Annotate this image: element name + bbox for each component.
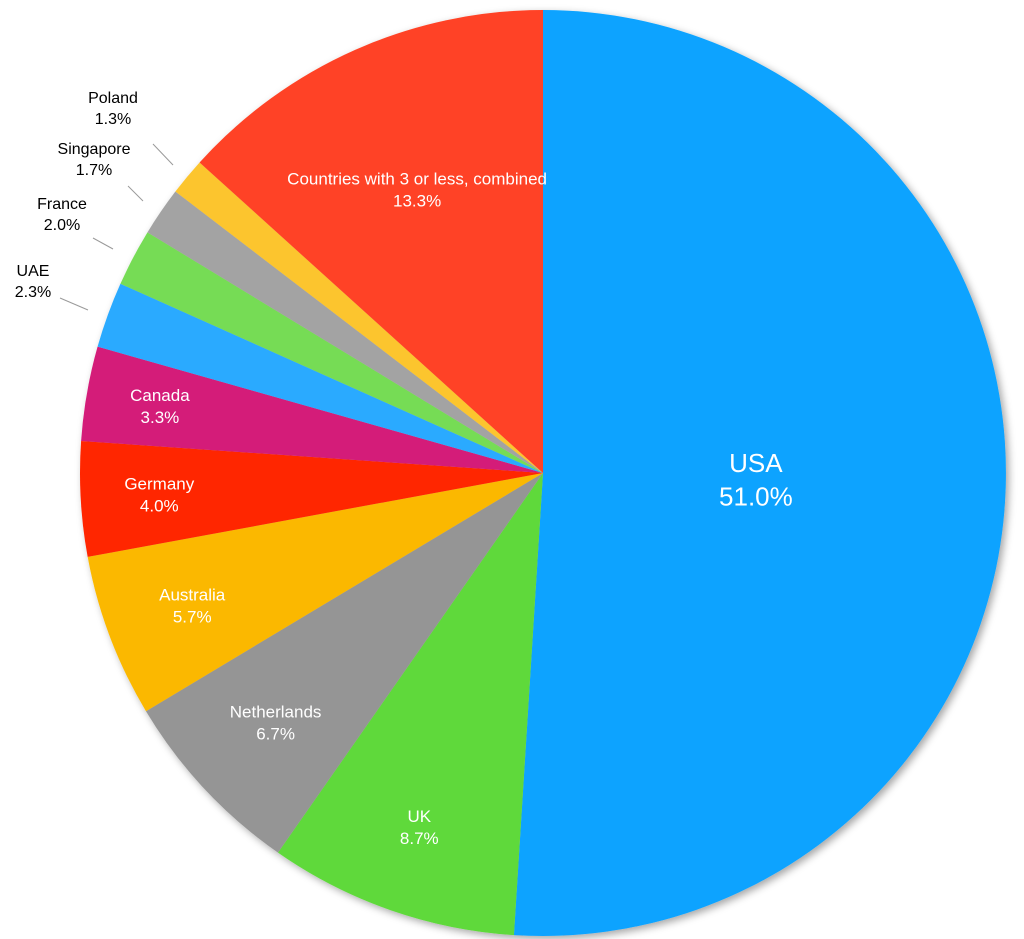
pie-slice-usa: [513, 10, 1006, 937]
pie-slice-uae: [97, 283, 543, 473]
pie-slice-uk: [277, 473, 543, 936]
pie-slice-germany: [80, 441, 544, 557]
slice-name-germany: Germany: [124, 475, 194, 494]
leader-line-singapore: [127, 185, 144, 202]
pie-slice-canada: [81, 346, 544, 473]
slice-value-germany: 4.0%: [140, 497, 179, 516]
slice-name-canada: Canada: [130, 386, 190, 405]
leader-line-poland: [152, 143, 174, 166]
pie-slice-australia: [87, 473, 543, 712]
pie-slice-poland: [175, 162, 543, 473]
slice-value-uae: 2.3%: [15, 284, 51, 301]
slice-name-france: France: [37, 196, 87, 213]
pie-slices: [80, 10, 1006, 937]
slice-value-canada: 3.3%: [141, 408, 180, 427]
slice-name-uk: UK: [407, 807, 431, 826]
pie-slice-france: [120, 232, 544, 473]
pie-slice-countries-with-3-or-less-combined: [199, 10, 543, 473]
leader-line-france: [92, 237, 114, 250]
slice-value-countries-with-3-or-less-combined: 13.3%: [393, 192, 441, 211]
slice-value-usa: 51.0%: [719, 482, 793, 512]
slice-value-singapore: 1.7%: [76, 162, 112, 179]
slice-name-countries-with-3-or-less-combined: Countries with 3 or less, combined: [287, 169, 547, 188]
slice-name-singapore: Singapore: [58, 141, 131, 158]
slice-value-australia: 5.7%: [173, 608, 212, 627]
pie-slice-singapore: [147, 191, 543, 473]
slice-value-netherlands: 6.7%: [256, 725, 295, 744]
slice-name-australia: Australia: [159, 586, 226, 605]
slice-labels: USA 51.0% UK 8.7% Netherlands 6.7% Australia 5.…: [15, 90, 793, 848]
slice-name-usa: USA: [729, 448, 783, 478]
slice-name-netherlands: Netherlands: [230, 702, 322, 721]
slice-name-uae: UAE: [17, 263, 50, 280]
leader-line-uae: [59, 297, 89, 311]
slice-value-poland: 1.3%: [95, 111, 131, 128]
slice-value-france: 2.0%: [44, 217, 80, 234]
slice-value-uk: 8.7%: [400, 829, 439, 848]
pie-slice-netherlands: [145, 473, 543, 853]
slice-name-poland: Poland: [88, 90, 138, 107]
leader-lines: [59, 143, 174, 311]
